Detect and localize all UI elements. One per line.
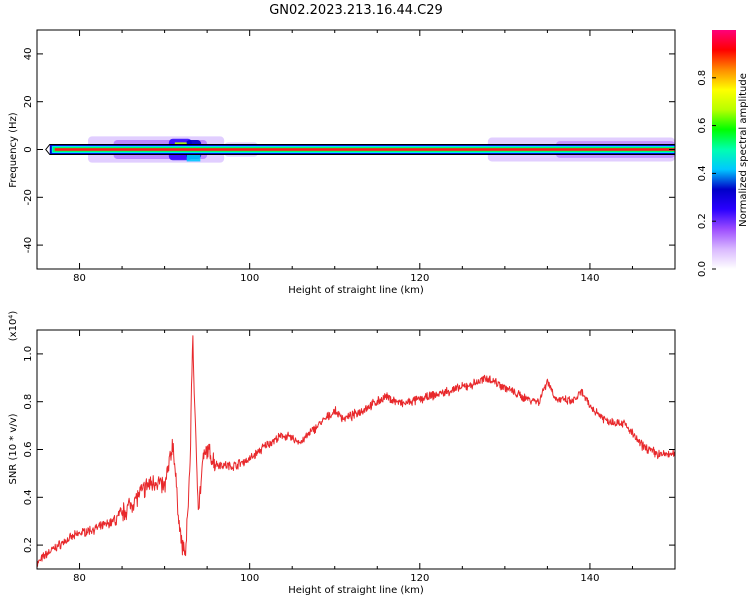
spectrogram-disturbance <box>186 151 201 162</box>
snr-x-tick-label: 140 <box>580 573 599 584</box>
snr-plot-area <box>37 330 675 569</box>
spectrogram-y-tick-label: -40 <box>23 237 34 253</box>
colorbar-tick-label: 0.6 <box>697 118 708 134</box>
colorbar-tick-label: 0.4 <box>697 165 708 181</box>
colorbar: 0.0 0.2 0.4 0.6 0.8 Normalized spectral ampl… <box>697 30 749 277</box>
snr-panel: 80 100 120 140 0.2 0.4 0.6 0.8 1.0 Height of str… <box>8 311 676 596</box>
spectrogram-band-core <box>54 148 675 151</box>
snr-y-label: SNR (10 * v/v) <box>8 413 19 484</box>
spectrogram-x-tick-label: 120 <box>410 273 429 284</box>
snr-y-tick-label: 0.8 <box>23 394 34 410</box>
snr-y-tick-label: 0.6 <box>23 442 34 458</box>
snr-axes: 80 100 120 140 0.2 0.4 0.6 0.8 1.0 <box>23 330 676 584</box>
colorbar-gradient <box>712 30 736 269</box>
snr-x-tick-label: 120 <box>410 573 429 584</box>
snr-x-label: Height of straight line (km) <box>288 585 424 596</box>
spectrogram-y-tick-label: 20 <box>23 95 34 108</box>
spectrogram-x-tick-label: 140 <box>580 273 599 284</box>
spectrogram-y-label: Frequency (Hz) <box>8 112 19 188</box>
spectrogram-track <box>45 136 675 163</box>
spectrogram-x-tick-label: 80 <box>73 273 86 284</box>
figure-title: GN02.2023.213.16.44.C29 <box>269 3 443 18</box>
colorbar-tick-label: 0.8 <box>697 70 708 86</box>
snr-y-tick-label: 1.0 <box>23 346 34 362</box>
snr-x-tick-label: 80 <box>73 573 86 584</box>
colorbar-label: Normalized spectral amplitude <box>738 73 749 227</box>
spectrogram-x-tick-label: 100 <box>240 273 259 284</box>
spectrogram-panel: 80 100 120 140 -40 -20 0 20 40 Height of straigh… <box>8 29 676 296</box>
snr-y-tick-label: 0.2 <box>23 537 34 553</box>
spectrogram-y-tick-label: 40 <box>23 48 34 61</box>
spectrogram-x-label: Height of straight line (km) <box>288 285 424 296</box>
colorbar-axis: 0.0 0.2 0.4 0.6 0.8 <box>697 70 716 277</box>
snr-x-tick-label: 100 <box>240 573 259 584</box>
spectrogram-y-tick-label: -20 <box>23 189 34 205</box>
spectrogram-y-tick-label: 0 <box>23 146 34 152</box>
spectrogram-axes: 80 100 120 140 -40 -20 0 20 40 <box>23 30 676 284</box>
colorbar-tick-label: 0.2 <box>697 213 708 229</box>
snr-y-tick-label: 0.4 <box>23 489 34 505</box>
colorbar-tick-label: 0.0 <box>697 261 708 277</box>
snr-series-line <box>37 335 675 567</box>
snr-y-multiplier: (x10⁴) <box>8 311 19 342</box>
spectrogram-band-outline <box>45 143 675 156</box>
